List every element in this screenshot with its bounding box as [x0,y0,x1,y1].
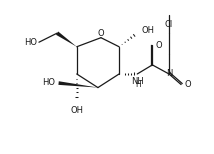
Text: N: N [166,69,172,79]
Polygon shape [56,32,77,47]
Text: HO: HO [42,78,55,87]
Text: O: O [184,80,191,89]
Text: OH: OH [142,26,155,35]
Text: NH: NH [131,77,144,86]
Text: H: H [135,81,141,89]
Text: OH: OH [70,106,83,115]
Text: O: O [98,29,104,38]
Text: O: O [156,41,162,50]
Polygon shape [58,81,98,88]
Text: Cl: Cl [165,20,173,29]
Text: HO: HO [24,38,37,47]
